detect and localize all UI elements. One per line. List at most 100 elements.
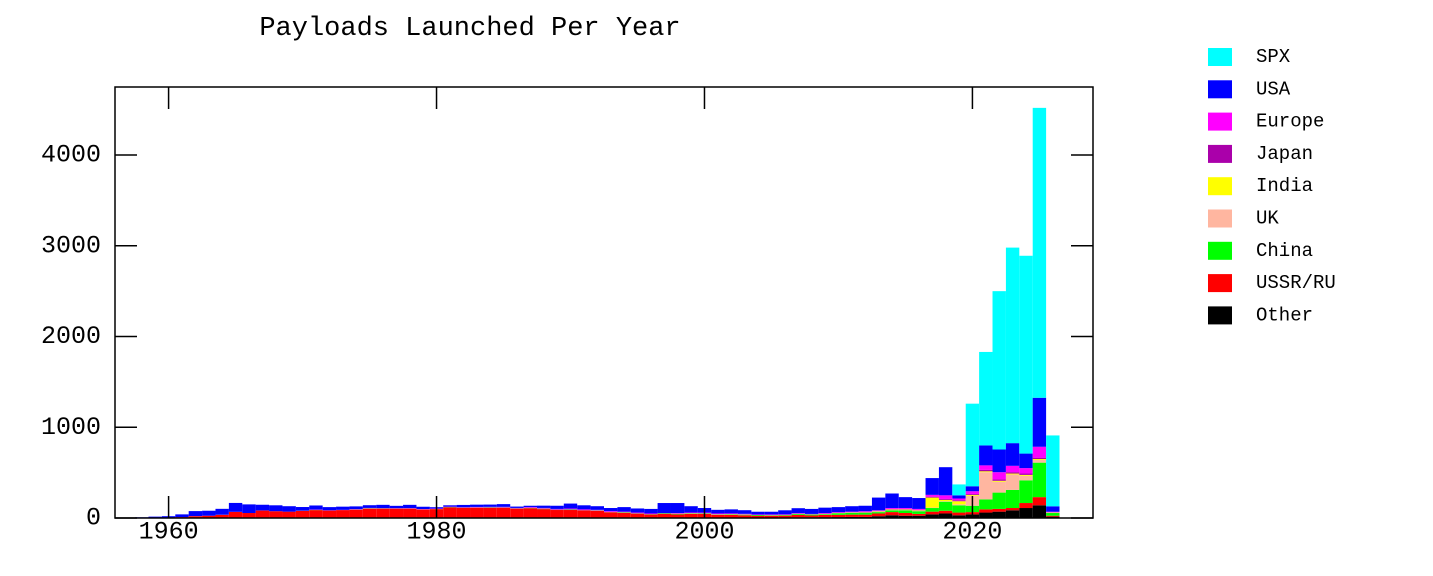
bar-segment (269, 505, 283, 512)
bar-segment (510, 506, 524, 508)
bar-segment (737, 514, 752, 516)
bar-segment (282, 511, 296, 518)
bar-segment (523, 507, 538, 508)
bar-segment (483, 504, 497, 507)
bar-segment (617, 507, 631, 512)
bar-segment (148, 516, 162, 518)
bar-segment (456, 504, 471, 508)
bar-segment (443, 507, 457, 518)
bar-segment (952, 515, 966, 518)
bar-segment (831, 512, 846, 513)
bar-segment (925, 494, 939, 497)
bar-segment (925, 497, 939, 508)
bar-segment (1005, 510, 1020, 518)
bar-segment (657, 514, 671, 518)
legend-label: UK (1256, 208, 1279, 230)
bar-segment (403, 508, 417, 518)
bar-segment (724, 509, 738, 514)
bar-segment (804, 515, 819, 518)
bar-segment (764, 511, 779, 515)
bar-segment (617, 512, 631, 518)
bar-segment (470, 507, 484, 518)
bar-segment (965, 494, 980, 496)
x-tick-label: 1960 (139, 518, 199, 547)
bar-segment (684, 512, 698, 514)
bar-segment (644, 513, 658, 515)
bar-segment (228, 511, 243, 518)
bar-segment (362, 508, 377, 518)
bar-segment (885, 510, 899, 513)
bar-segment (657, 503, 671, 514)
bar-segment (992, 480, 1006, 482)
bar-segment (242, 513, 256, 518)
bar-segment (1032, 459, 1047, 463)
bar-segment (255, 510, 270, 518)
bar-segment (898, 510, 913, 514)
bar-segment (1019, 475, 1033, 481)
bar-segment (590, 509, 604, 511)
bar-segment (1005, 472, 1020, 474)
bar-segment (711, 513, 725, 515)
bar-segment (979, 499, 993, 510)
bar-segment (885, 493, 899, 509)
y-tick-label: 4000 (41, 141, 101, 170)
bar-segment (938, 467, 953, 496)
bar-segment (952, 484, 966, 496)
bar-segment (992, 508, 1006, 512)
bar-segment (657, 513, 671, 515)
bar-segment (684, 506, 698, 513)
bar-segment (885, 508, 899, 509)
bar-segment (309, 510, 323, 518)
bar-segment (630, 513, 645, 518)
bar-segment (1046, 513, 1060, 516)
bar-segment (1046, 506, 1060, 512)
legend-label: Japan (1256, 143, 1313, 165)
bar-segment (979, 512, 993, 518)
bar-segment (550, 505, 564, 509)
bar-segment (269, 511, 283, 518)
bar-segment (711, 514, 725, 518)
bar-segment (563, 508, 578, 510)
y-tick-label: 1000 (41, 413, 101, 442)
bar-segment (1032, 457, 1047, 460)
bar-segment (912, 513, 926, 516)
bar-segment (403, 504, 417, 509)
bar-segment (979, 465, 993, 470)
bar-segment (858, 505, 872, 512)
legend-swatch (1208, 112, 1232, 131)
bar-segment (992, 492, 1006, 509)
bar-segment (992, 479, 1006, 481)
bar-segment (858, 514, 872, 517)
bar-segment (295, 510, 310, 518)
bar-segment (563, 503, 578, 509)
bar-segment (992, 449, 1006, 473)
bar-segment (336, 506, 350, 510)
bar-segment (898, 515, 913, 518)
bar-segment (885, 515, 899, 518)
y-tick-label: 3000 (41, 231, 101, 260)
bar-segment (737, 510, 752, 514)
bar-segment (322, 507, 337, 511)
bar-segment (644, 514, 658, 518)
bar-segment (818, 507, 832, 514)
bar-segment (791, 508, 805, 514)
bar-segment (804, 514, 819, 516)
bar-segment (1019, 474, 1033, 476)
bar-segment (925, 514, 939, 518)
bar-segment (577, 510, 591, 518)
bar-segment (898, 508, 913, 509)
bar-segment (912, 508, 926, 510)
bar-segment (992, 472, 1006, 480)
bar-segment (416, 506, 430, 510)
bar-segment (858, 512, 872, 515)
bar-segment (496, 506, 511, 508)
bar-segment (523, 508, 538, 518)
bar-segment (1032, 505, 1047, 518)
bar-segment (871, 516, 886, 518)
bar-segment (1032, 459, 1047, 460)
bar-segment (831, 507, 846, 513)
bar-segment (483, 507, 497, 518)
bar-segment (952, 498, 966, 501)
bar-segment (711, 509, 725, 514)
